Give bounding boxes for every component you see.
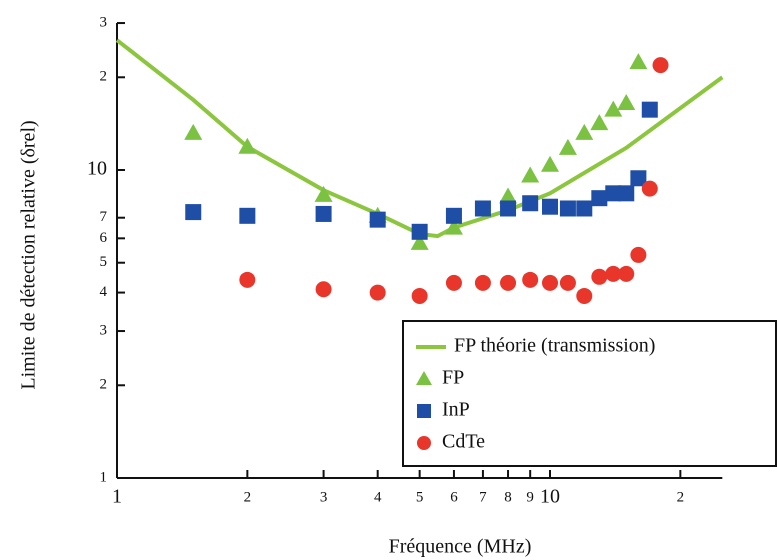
- square-marker: [618, 185, 635, 202]
- y-tick-label: 3: [100, 322, 108, 338]
- square-marker: [522, 195, 539, 212]
- circle-marker: [500, 274, 517, 291]
- triangle-marker: [629, 53, 648, 70]
- triangle-marker: [410, 233, 429, 250]
- circle-marker: [474, 274, 491, 291]
- y-tick-label: 5: [100, 254, 108, 270]
- x-tick-label: 2: [677, 489, 685, 505]
- legend-marker: [416, 371, 432, 385]
- legend-marker: [417, 404, 431, 418]
- circle-marker: [605, 265, 622, 282]
- triangle-marker: [184, 123, 203, 140]
- triangle-marker: [541, 155, 559, 172]
- square-marker: [630, 170, 647, 187]
- x-tick-label: 7: [479, 489, 487, 505]
- x-tick-label: 2: [244, 489, 252, 505]
- circle-marker: [630, 246, 647, 263]
- y-tick-label: 3: [100, 14, 108, 30]
- square-marker: [315, 205, 332, 222]
- y-tick-label: 2: [100, 377, 108, 393]
- legend-label: FP théorie (transmission): [454, 335, 655, 357]
- y-tick-label: 4: [100, 284, 108, 300]
- square-marker: [369, 211, 386, 228]
- square-marker: [591, 190, 608, 207]
- legend-marker: [417, 436, 431, 450]
- circle-marker: [369, 284, 386, 301]
- circle-marker: [239, 271, 256, 288]
- x-tick-label: 1: [112, 486, 122, 508]
- circle-marker: [315, 281, 332, 298]
- triangle-marker: [499, 187, 518, 204]
- y-tick-label: 2: [100, 69, 108, 85]
- square-marker: [559, 200, 576, 217]
- x-tick-label: 8: [504, 489, 512, 505]
- triangle-marker: [604, 100, 623, 117]
- legend: FP théorie (transmission) FP InP CdTe: [402, 320, 777, 467]
- x-axis-label: Fréquence (MHz): [389, 536, 532, 558]
- triangle-marker: [590, 114, 609, 131]
- square-marker: [239, 207, 256, 224]
- legend-label: FP: [442, 367, 464, 389]
- square-marker: [474, 200, 491, 217]
- legend-label: CdTe: [442, 431, 485, 453]
- triangle-marker: [575, 123, 594, 140]
- circle-marker: [641, 180, 658, 197]
- square-marker: [411, 223, 428, 240]
- triangle-marker: [558, 138, 577, 155]
- x-tick-label: 6: [450, 489, 458, 505]
- square-marker: [185, 204, 202, 221]
- circle-marker: [618, 265, 635, 282]
- x-tick-label: 9: [526, 489, 534, 505]
- circle-marker: [559, 274, 576, 291]
- square-marker: [542, 198, 558, 215]
- x-tick-label: 3: [320, 489, 328, 505]
- x-tick-label: 10: [540, 486, 560, 508]
- circle-marker: [591, 268, 608, 285]
- circle-marker: [522, 271, 539, 288]
- triangle-marker: [617, 94, 636, 111]
- triangle-marker: [521, 166, 540, 183]
- y-tick-label: 1: [100, 469, 108, 485]
- circle-marker: [411, 287, 428, 304]
- circle-marker: [542, 274, 558, 291]
- square-marker: [500, 200, 517, 217]
- square-marker: [445, 207, 462, 224]
- circle-marker: [652, 57, 669, 74]
- triangle-marker: [444, 218, 463, 235]
- circle-marker: [445, 274, 462, 291]
- y-tick-label: 10: [87, 158, 107, 180]
- line-series: [115, 38, 724, 239]
- y-axis-label: Limite de détection relative (δrel): [18, 120, 40, 389]
- square-marker: [605, 185, 622, 202]
- legend-label: InP: [442, 399, 470, 421]
- y-tick-label: 7: [100, 209, 108, 225]
- x-tick-label: 5: [416, 489, 424, 505]
- legend-box: [402, 320, 777, 467]
- triangle-marker: [238, 137, 257, 154]
- circle-marker: [576, 287, 593, 304]
- square-marker: [641, 101, 658, 118]
- square-marker: [576, 200, 593, 217]
- triangle-marker: [314, 185, 333, 202]
- x-tick-label: 4: [374, 489, 382, 505]
- y-tick-label: 6: [100, 230, 108, 246]
